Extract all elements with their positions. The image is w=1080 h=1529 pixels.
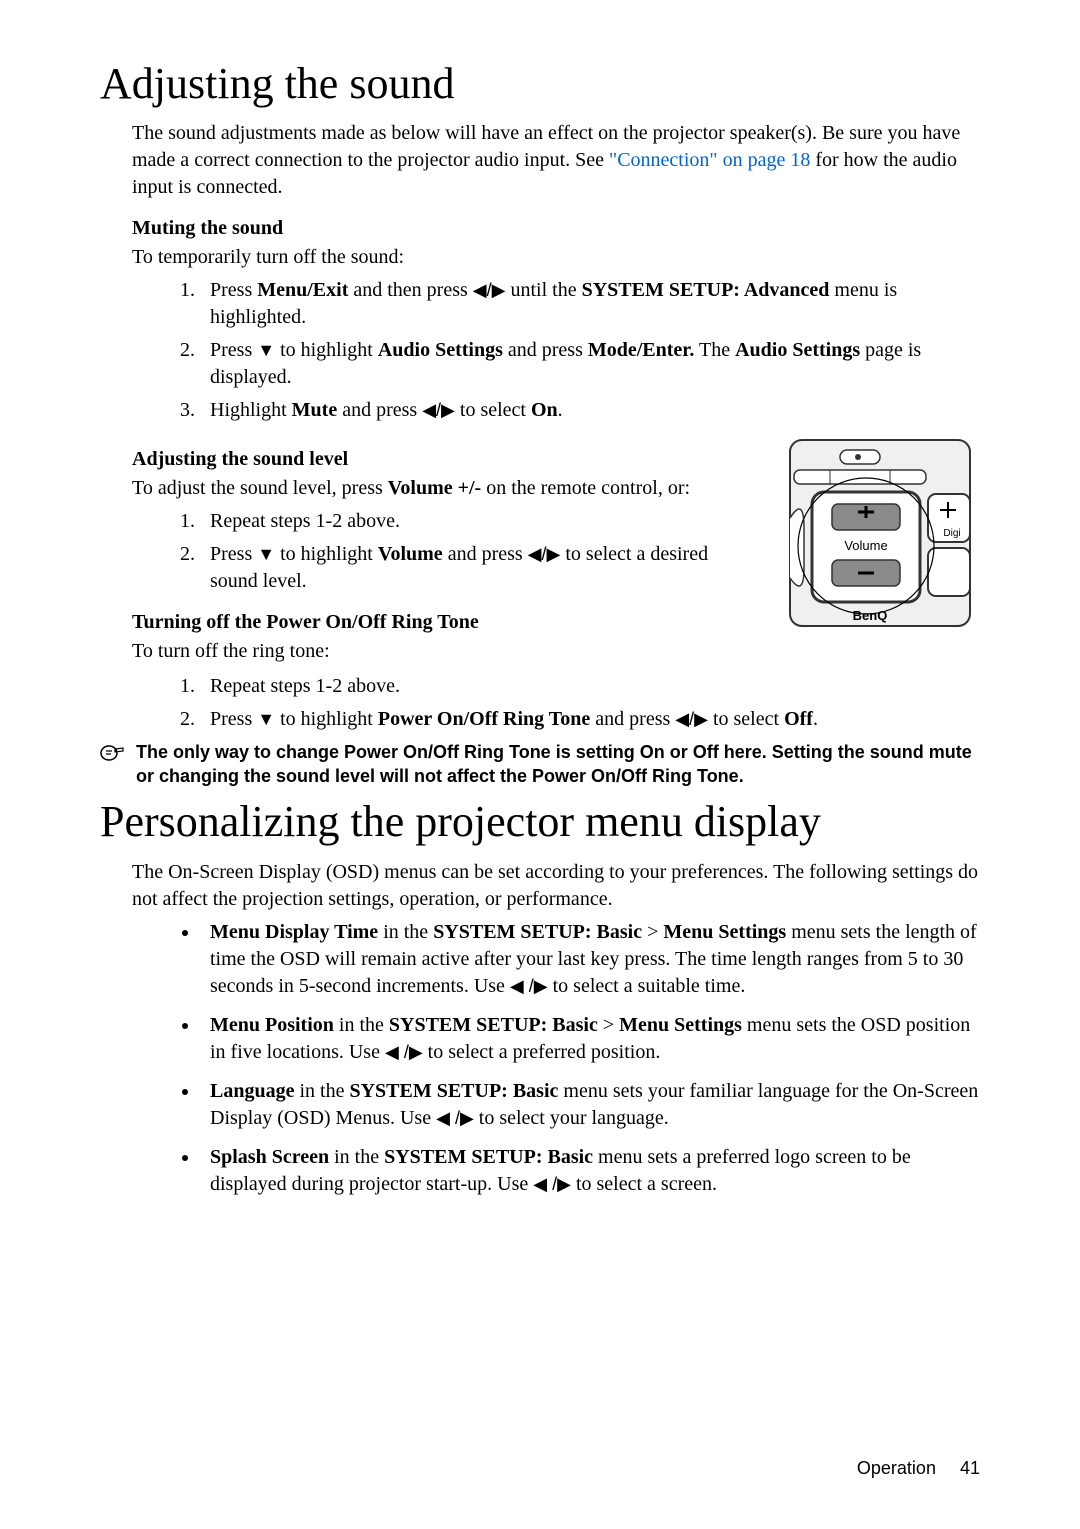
text: to select a preferred position. — [423, 1041, 661, 1063]
muting-step-2: Press ▼ to highlight Audio Settings and … — [200, 337, 980, 391]
ringtone-steps: Repeat steps 1-2 above. Press ▼ to highl… — [132, 673, 980, 733]
text: to highlight — [275, 543, 378, 565]
muting-step-3: Highlight Mute and press ◀/▶ to select O… — [200, 397, 980, 424]
remote-brand-label: BenQ — [853, 608, 888, 623]
personalizing-intro: The On-Screen Display (OSD) menus can be… — [132, 859, 980, 913]
menu-position-label: Menu Position — [210, 1014, 334, 1036]
footer-section: Operation — [857, 1458, 936, 1478]
text: and press — [337, 399, 422, 421]
system-setup-basic-label: SYSTEM SETUP: Basic — [433, 921, 642, 943]
text: To adjust the sound level, press — [132, 477, 388, 499]
system-setup-basic-label: SYSTEM SETUP: Basic — [349, 1080, 558, 1102]
text: Press — [210, 339, 257, 361]
volume-plus-minus-label: Volume +/- — [388, 477, 481, 499]
note-hand-icon — [100, 743, 128, 763]
text: Highlight — [210, 399, 292, 421]
remote-volume-label: Volume — [844, 538, 887, 553]
language-label: Language — [210, 1080, 294, 1102]
text: . — [558, 399, 563, 421]
text: > — [642, 921, 663, 943]
bullet-language: Language in the SYSTEM SETUP: Basic menu… — [200, 1078, 980, 1132]
text: Press — [210, 279, 257, 301]
text: Press — [210, 543, 257, 565]
intro-paragraph: The sound adjustments made as below will… — [132, 120, 980, 201]
text: to select — [455, 399, 531, 421]
text: in the — [294, 1080, 349, 1102]
text: to highlight — [275, 339, 378, 361]
text: and then press — [348, 279, 472, 301]
arrows-left-right: ◀ /▶ — [510, 976, 548, 996]
system-setup-adv-label: SYSTEM SETUP: Advanced — [582, 279, 830, 301]
heading-personalizing: Personalizing the projector menu display — [100, 798, 980, 846]
audio-settings-label-2: Audio Settings — [735, 339, 860, 361]
on-label: On — [531, 399, 558, 421]
audio-settings-label: Audio Settings — [378, 339, 503, 361]
splash-screen-label: Splash Screen — [210, 1146, 329, 1168]
system-setup-basic-label: SYSTEM SETUP: Basic — [384, 1146, 593, 1168]
text: and press — [590, 708, 675, 730]
text: in the — [378, 921, 433, 943]
off-label: Off — [784, 708, 813, 730]
personalizing-bullets: Menu Display Time in the SYSTEM SETUP: B… — [132, 919, 980, 1198]
ringtone-note: The only way to change Power On/Off Ring… — [136, 741, 980, 788]
arrow-down: ▼ — [257, 544, 275, 564]
arrows-left-right: ◀/▶ — [473, 280, 506, 300]
text: to highlight — [275, 708, 378, 730]
system-setup-basic-label: SYSTEM SETUP: Basic — [389, 1014, 598, 1036]
text: in the — [329, 1146, 384, 1168]
menu-display-time-label: Menu Display Time — [210, 921, 378, 943]
arrows-left-right: ◀/▶ — [528, 544, 561, 564]
menu-settings-label: Menu Settings — [619, 1014, 742, 1036]
connection-link[interactable]: "Connection" on page 18 — [609, 149, 810, 171]
text: to select a screen. — [571, 1173, 717, 1195]
arrows-left-right: ◀/▶ — [422, 400, 455, 420]
mode-enter-label: Mode/Enter. — [588, 339, 694, 361]
level-step-1: Repeat steps 1-2 above. — [200, 508, 720, 535]
arrow-down: ▼ — [257, 709, 275, 729]
subhead-level: Adjusting the sound level — [132, 448, 720, 471]
text: to select a suitable time. — [548, 975, 746, 997]
text: Press — [210, 708, 257, 730]
subhead-muting: Muting the sound — [132, 217, 980, 240]
text: . — [813, 708, 818, 730]
text: until the — [505, 279, 581, 301]
level-step-2: Press ▼ to highlight Volume and press ◀/… — [200, 541, 720, 595]
menu-settings-label: Menu Settings — [663, 921, 786, 943]
arrows-left-right: ◀/▶ — [675, 709, 708, 729]
bullet-menu-display-time: Menu Display Time in the SYSTEM SETUP: B… — [200, 919, 980, 1000]
text: and press — [503, 339, 588, 361]
text: > — [598, 1014, 619, 1036]
subhead-ringtone: Turning off the Power On/Off Ring Tone — [132, 611, 720, 634]
mute-label: Mute — [292, 399, 338, 421]
muting-lead: To temporarily turn off the sound: — [132, 244, 980, 271]
page-footer: Operation 41 — [857, 1458, 980, 1479]
text: to select — [708, 708, 784, 730]
text: to select your language. — [474, 1107, 669, 1129]
level-steps: Repeat steps 1-2 above. Press ▼ to highl… — [132, 508, 720, 595]
arrow-down: ▼ — [257, 340, 275, 360]
text: The — [694, 339, 735, 361]
arrows-left-right: ◀ /▶ — [533, 1174, 571, 1194]
text: and press — [443, 543, 528, 565]
arrows-left-right: ◀ /▶ — [385, 1042, 423, 1062]
remote-control-illustration: Volume Digi BenQ — [740, 432, 980, 632]
muting-steps: Press Menu/Exit and then press ◀/▶ until… — [132, 277, 980, 424]
muting-step-1: Press Menu/Exit and then press ◀/▶ until… — [200, 277, 980, 331]
ringtone-step-1: Repeat steps 1-2 above. — [200, 673, 980, 700]
bullet-menu-position: Menu Position in the SYSTEM SETUP: Basic… — [200, 1012, 980, 1066]
volume-label: Volume — [378, 543, 443, 565]
ringtone-step-2: Press ▼ to highlight Power On/Off Ring T… — [200, 706, 980, 733]
ringtone-lead: To turn off the ring tone: — [132, 638, 720, 665]
heading-adjusting-sound: Adjusting the sound — [100, 60, 980, 108]
menu-exit-label: Menu/Exit — [257, 279, 348, 301]
text: on the remote control, or: — [481, 477, 690, 499]
power-ring-tone-label: Power On/Off Ring Tone — [378, 708, 590, 730]
bullet-splash-screen: Splash Screen in the SYSTEM SETUP: Basic… — [200, 1144, 980, 1198]
footer-page-number: 41 — [960, 1458, 980, 1478]
arrows-left-right: ◀ /▶ — [436, 1108, 474, 1128]
text: in the — [334, 1014, 389, 1036]
level-lead: To adjust the sound level, press Volume … — [132, 475, 720, 502]
remote-zoom-label: Digi — [943, 528, 960, 539]
